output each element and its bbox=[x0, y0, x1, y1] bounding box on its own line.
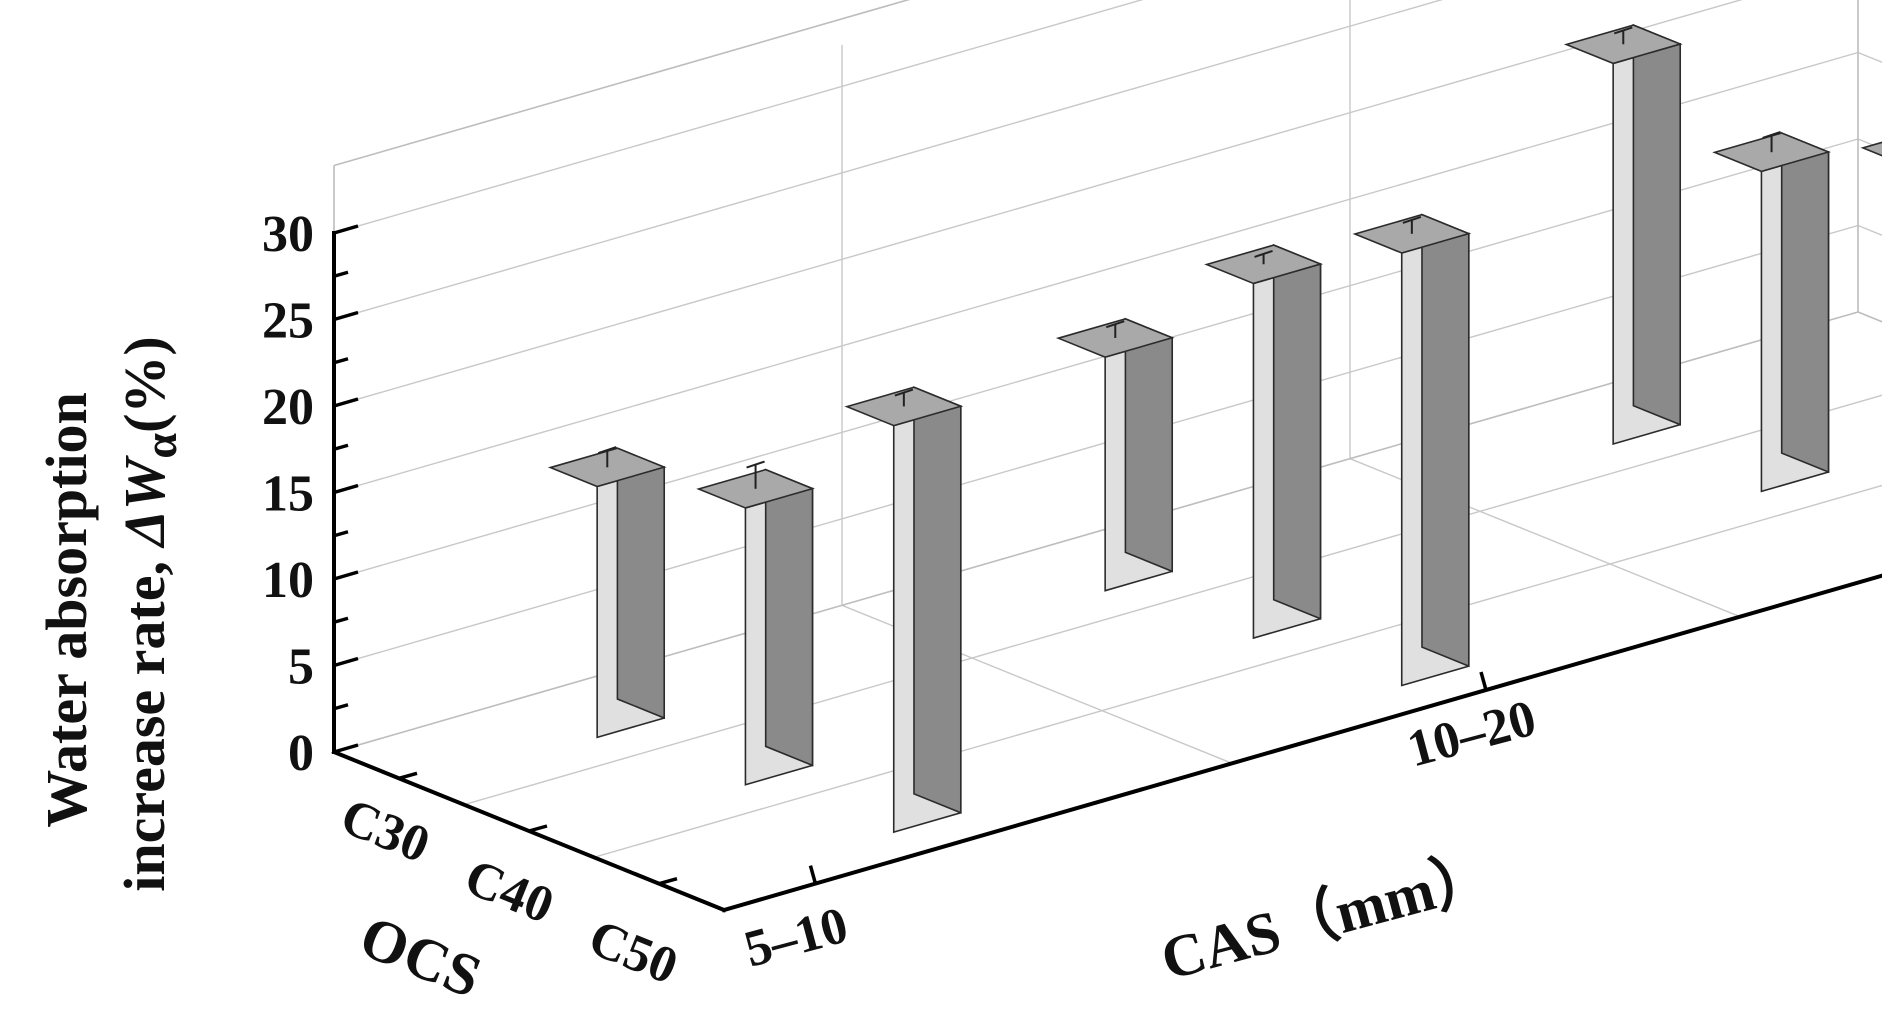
svg-text:Water absorption: Water absorption bbox=[34, 392, 99, 828]
y-major-tick bbox=[333, 570, 359, 581]
side-gridline bbox=[1858, 0, 1882, 124]
y-minor-tick bbox=[333, 443, 349, 451]
back-gridline bbox=[333, 0, 1444, 321]
floor-gridlines bbox=[463, 394, 1882, 859]
back-gridline bbox=[333, 138, 1859, 580]
bar-top-face bbox=[1860, 141, 1882, 157]
ocs-tick bbox=[398, 771, 418, 781]
error-cap bbox=[1254, 249, 1273, 258]
y-minor-tick bbox=[333, 357, 349, 365]
error-cap bbox=[1613, 26, 1633, 35]
bar bbox=[1204, 243, 1323, 640]
bar bbox=[1860, 141, 1882, 157]
y-major-tick bbox=[333, 483, 359, 495]
bar bbox=[1712, 130, 1831, 493]
bar bbox=[1055, 317, 1175, 592]
y-major-tick bbox=[333, 310, 359, 322]
cas-tick-label: 5–10 bbox=[739, 897, 854, 979]
y-minor-tick bbox=[333, 270, 349, 278]
y-tick-label: 10 bbox=[262, 552, 314, 609]
y-tick-label: 0 bbox=[288, 725, 314, 782]
error-cap bbox=[1402, 216, 1422, 224]
error-cap bbox=[894, 388, 914, 397]
error-cap bbox=[1105, 320, 1125, 329]
ocs-axis-title: OCS bbox=[351, 903, 490, 1010]
side-gridline bbox=[1857, 51, 1882, 63]
bar-side-face bbox=[1421, 213, 1470, 668]
y-minor-tick bbox=[333, 703, 349, 711]
back-gridline bbox=[333, 224, 1859, 667]
frame-edge bbox=[333, 311, 1859, 753]
cas-axis-title: CAS（mm） bbox=[1154, 840, 1500, 993]
side-gridline bbox=[1857, 224, 1882, 236]
floor-gridline-ocs bbox=[593, 484, 1882, 859]
y-major-tick bbox=[333, 656, 359, 668]
ocs-tick bbox=[528, 824, 548, 833]
cas-tick bbox=[1479, 671, 1488, 691]
y-axis-title-prefix: increase rate, bbox=[112, 547, 177, 892]
axes bbox=[331, 224, 1882, 913]
y-tick-label: 30 bbox=[262, 206, 314, 263]
y-tick-label: 20 bbox=[262, 379, 314, 436]
floor-gridline-ocs bbox=[463, 394, 1882, 806]
error-cap bbox=[746, 460, 765, 469]
frame-edge bbox=[333, 0, 911, 167]
error-cap bbox=[597, 446, 617, 454]
frame-edge bbox=[1857, 311, 1882, 323]
side-gridline bbox=[1858, 0, 1882, 38]
y-tick-label: 5 bbox=[288, 639, 314, 696]
ocs-tick-label: C30 bbox=[333, 788, 437, 874]
cas-tick-label: 10–20 bbox=[1402, 690, 1542, 779]
bar-side-face bbox=[1124, 317, 1174, 573]
back-gridline bbox=[333, 0, 1144, 234]
y-major-tick bbox=[333, 224, 359, 235]
y-axis-title-subscript: α bbox=[135, 433, 186, 459]
y-axis-title: Water absorption increase rate, ΔWα(%) bbox=[34, 336, 186, 891]
y-axis-title-symbol: ΔW bbox=[112, 455, 177, 548]
ocs-tick-label: C40 bbox=[457, 849, 561, 935]
y-minor-tick bbox=[333, 616, 349, 624]
y-major-tick bbox=[333, 743, 359, 754]
y-axis-title-unit: (%) bbox=[112, 336, 177, 433]
y-minor-tick bbox=[333, 530, 349, 538]
y-axis-title-line1: Water absorption bbox=[34, 392, 99, 828]
bar-side-face bbox=[1780, 131, 1830, 474]
bar-side-face bbox=[616, 447, 666, 720]
error-cap bbox=[1762, 130, 1781, 139]
y-major-tick bbox=[333, 397, 359, 408]
ocs-tick bbox=[658, 876, 678, 886]
bar bbox=[696, 460, 815, 786]
svg-text:increase rate, ΔWα(%): increase rate, ΔWα(%) bbox=[112, 336, 186, 891]
side-gridline bbox=[1857, 138, 1882, 150]
bar bbox=[844, 386, 964, 834]
bar-side-face bbox=[913, 386, 962, 814]
bar bbox=[1563, 23, 1683, 446]
bar bbox=[1352, 213, 1472, 687]
bar-side-face bbox=[1632, 23, 1682, 426]
bar-side-face bbox=[764, 468, 814, 767]
ocs-tick-label: C50 bbox=[581, 909, 685, 995]
back-gridlines bbox=[333, 0, 1882, 667]
cas-tick bbox=[808, 865, 818, 885]
bar-top-face bbox=[696, 468, 815, 509]
y-tick-label: 25 bbox=[262, 293, 314, 350]
bars bbox=[547, 23, 1882, 834]
back-gridline bbox=[333, 51, 1859, 494]
y-tick-label: 15 bbox=[262, 466, 314, 523]
bar-side-face bbox=[1272, 243, 1322, 620]
bar bbox=[547, 446, 667, 739]
